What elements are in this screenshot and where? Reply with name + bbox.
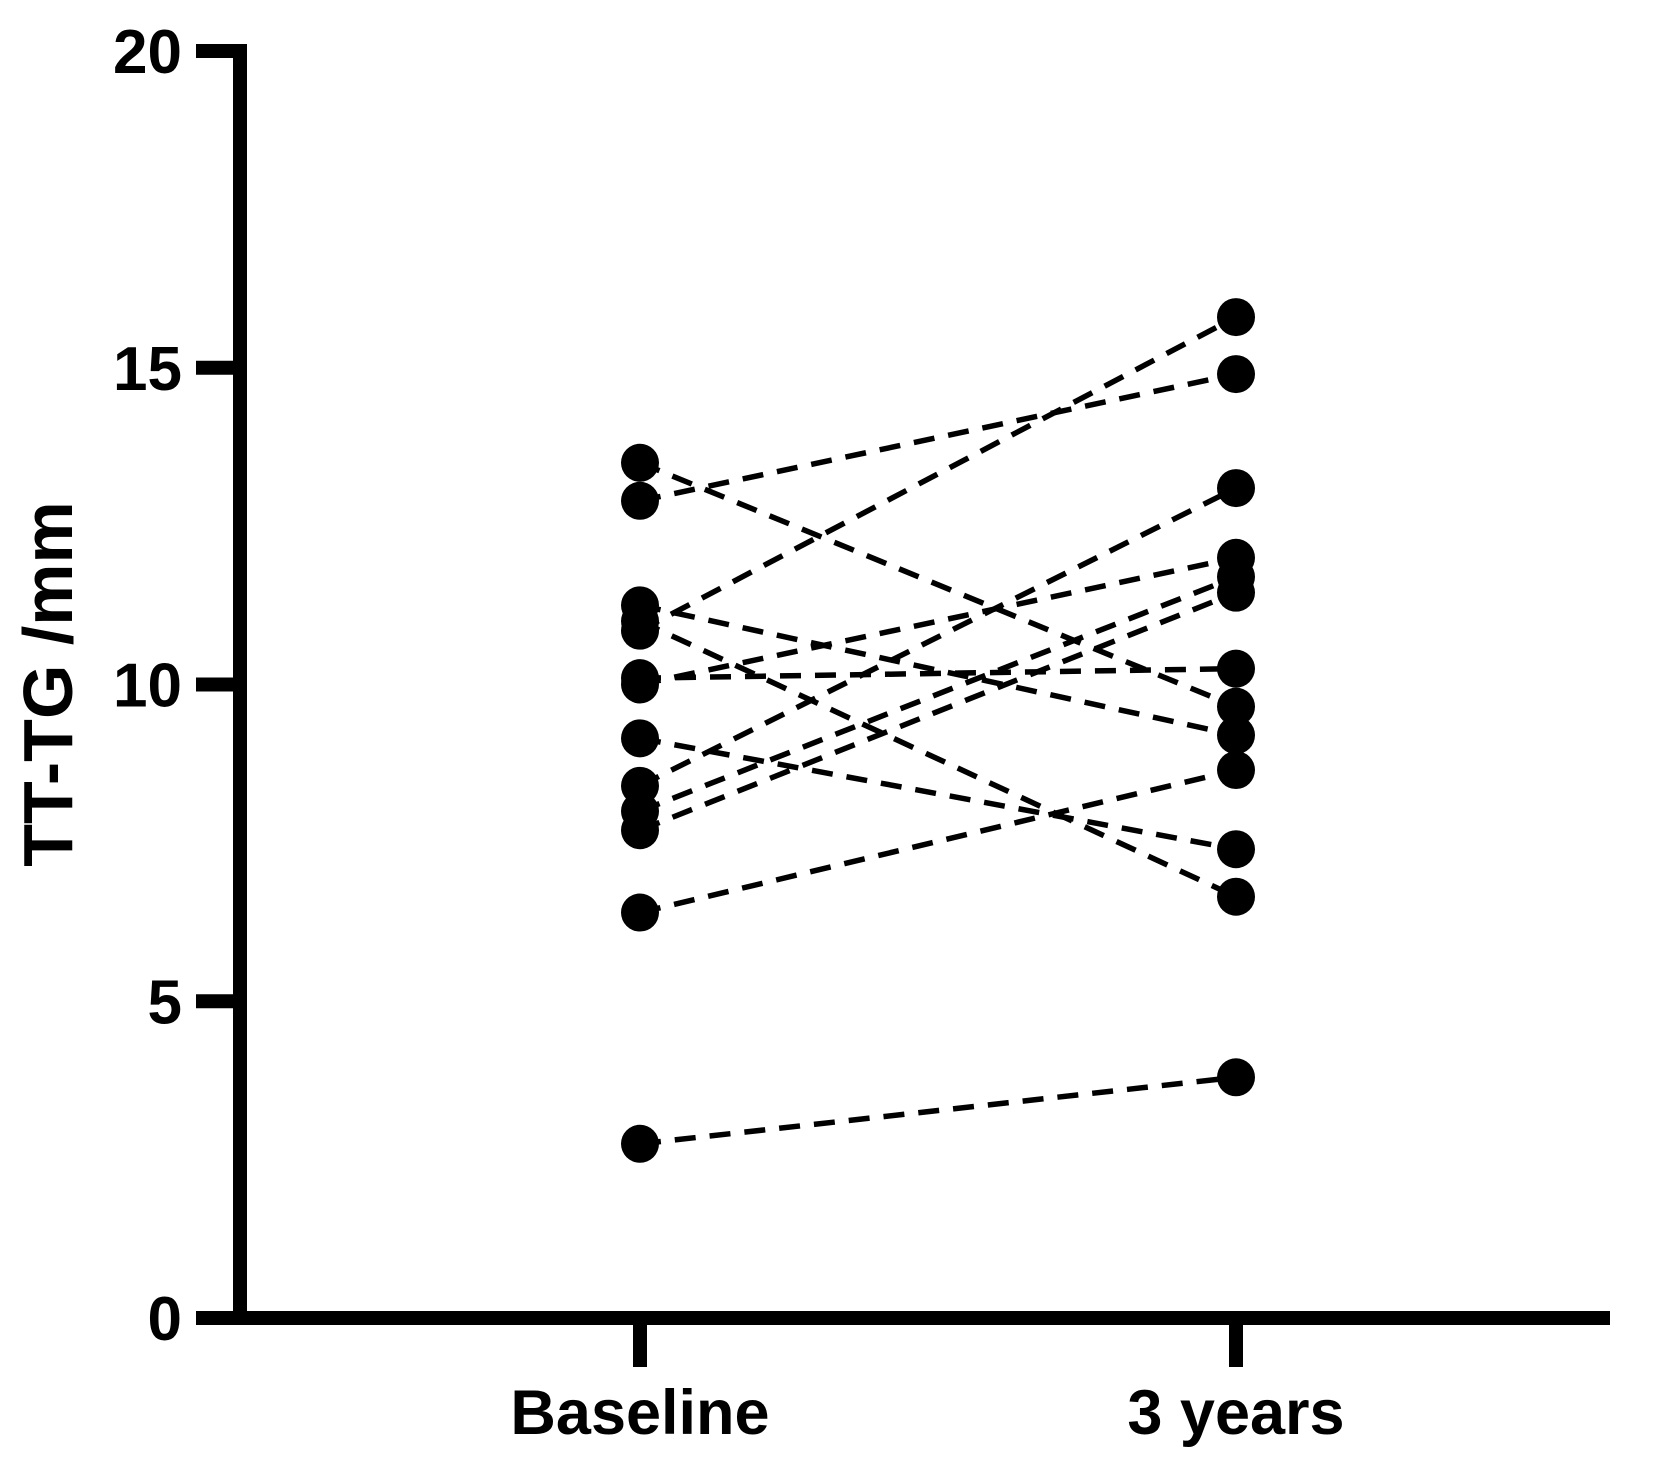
- connector-line: [638, 618, 1238, 900]
- connector-line: [639, 555, 1237, 688]
- x-axis-ticks: [633, 1318, 1243, 1367]
- connector-line: [639, 602, 1237, 738]
- y-tick-labels: 0 5 10 15 20: [113, 18, 182, 1354]
- data-point-3years: [1217, 716, 1255, 755]
- data-point-baseline: [621, 811, 659, 850]
- data-point-baseline: [621, 611, 659, 650]
- data-point-baseline: [621, 443, 659, 482]
- y-tick-label: 0: [148, 1285, 182, 1354]
- data-point-3years: [1217, 573, 1255, 612]
- y-axis-title: TT-TG /mm: [9, 501, 87, 867]
- data-point-3years: [1217, 1058, 1255, 1097]
- data-point-3years: [1217, 469, 1255, 508]
- connector-line: [638, 590, 1238, 833]
- connector-line: [638, 485, 1238, 789]
- data-point-baseline: [621, 719, 659, 758]
- data-point-baseline: [621, 665, 659, 704]
- connector-line: [638, 314, 1238, 634]
- y-tick-label: 15: [113, 335, 182, 404]
- connector-line: [639, 371, 1237, 504]
- data-point-3years: [1217, 751, 1255, 790]
- connector-line: [639, 735, 1237, 852]
- connector-lines-layer: [638, 314, 1238, 1147]
- data-point-baseline: [621, 893, 659, 932]
- data-point-3years: [1217, 649, 1255, 688]
- data-point-3years: [1217, 830, 1255, 869]
- labels-layer: 0 5 10 15 20 Baseline 3 years TT-TG /mm: [9, 18, 1345, 1448]
- data-point-baseline: [621, 1124, 659, 1163]
- data-point-3years: [1217, 355, 1255, 394]
- y-axis-ticks: [196, 44, 240, 1325]
- data-point-3years: [1217, 298, 1255, 337]
- connector-line: [639, 1074, 1237, 1147]
- y-tick-label: 10: [113, 652, 182, 721]
- connector-line: [638, 460, 1238, 710]
- data-point-3years: [1217, 687, 1255, 726]
- x-category-label-3years: 3 years: [1127, 1378, 1344, 1448]
- connector-line: [639, 665, 1237, 681]
- axes-layer: [196, 44, 1610, 1367]
- connector-line: [638, 574, 1238, 814]
- data-points-layer: [621, 298, 1255, 1163]
- x-category-label-baseline: Baseline: [510, 1378, 769, 1448]
- y-tick-label: 5: [148, 968, 182, 1037]
- data-point-3years: [1217, 877, 1255, 916]
- data-point-baseline: [621, 481, 659, 520]
- y-tick-label: 20: [113, 18, 182, 87]
- connector-line: [639, 767, 1237, 916]
